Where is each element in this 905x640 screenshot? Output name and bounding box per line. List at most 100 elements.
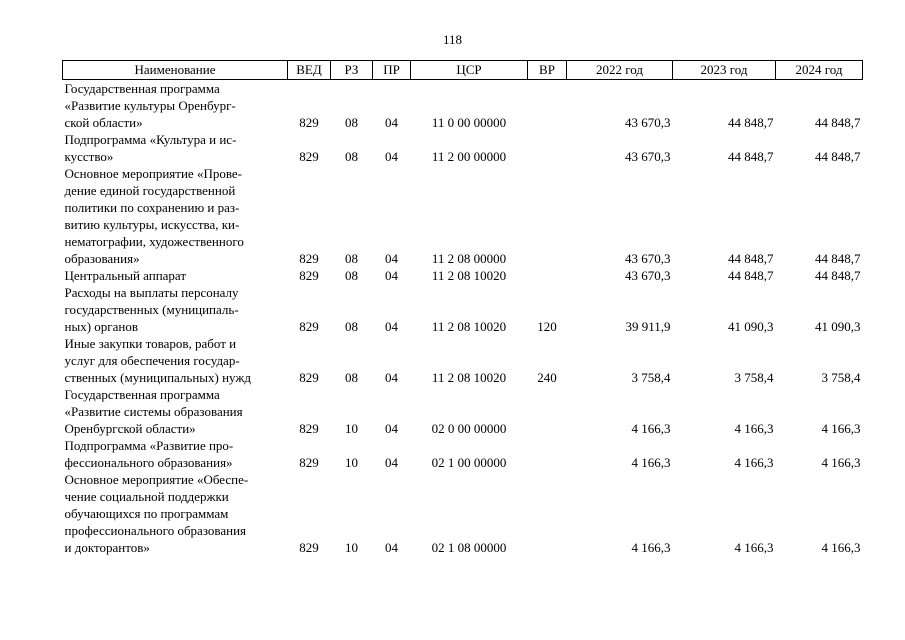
cell-csr: 11 2 08 10020 bbox=[431, 370, 507, 385]
cell-y2022: 43 670,3 bbox=[625, 115, 671, 130]
header-vr: ВР bbox=[527, 60, 567, 80]
cell-ved: 829 bbox=[299, 149, 319, 164]
cell-y2024: 3 758,4 bbox=[821, 370, 861, 385]
table-row: Государственная программа «Развитие куль… bbox=[63, 80, 863, 132]
table-row: Основное мероприятие «Обеспе- чение соци… bbox=[63, 471, 863, 556]
cell-name: Государственная программа «Развитие куль… bbox=[64, 81, 236, 130]
cell-ved: 829 bbox=[299, 370, 319, 385]
cell-y2023: 44 848,7 bbox=[728, 115, 774, 130]
cell-ved: 829 bbox=[299, 540, 319, 555]
cell-rz: 08 bbox=[345, 370, 358, 385]
header-2024: 2024 год bbox=[775, 60, 863, 80]
cell-name: Основное мероприятие «Прове- дение едино… bbox=[64, 166, 244, 266]
table-header-row: Наименование ВЕД РЗ ПР ЦСР ВР 2022 год 2… bbox=[62, 60, 863, 80]
table-body: Государственная программа «Развитие куль… bbox=[63, 80, 863, 557]
cell-rz: 08 bbox=[345, 319, 358, 334]
cell-ved: 829 bbox=[299, 421, 319, 436]
cell-pr: 04 bbox=[385, 115, 398, 130]
cell-ved: 829 bbox=[299, 319, 319, 334]
cell-pr: 04 bbox=[385, 268, 398, 283]
cell-ved: 829 bbox=[299, 251, 319, 266]
cell-name: Основное мероприятие «Обеспе- чение соци… bbox=[64, 472, 249, 555]
cell-vr bbox=[528, 267, 567, 284]
table-header: Наименование ВЕД РЗ ПР ЦСР ВР 2022 год 2… bbox=[62, 60, 863, 80]
cell-rz: 08 bbox=[345, 268, 358, 283]
header-rz: РЗ bbox=[330, 60, 373, 80]
header-2022: 2022 год bbox=[566, 60, 673, 80]
cell-vr bbox=[528, 386, 567, 437]
cell-csr: 02 1 00 00000 bbox=[431, 455, 507, 470]
header-ved: ВЕД bbox=[287, 60, 331, 80]
cell-name: Расходы на выплаты персоналу государстве… bbox=[64, 285, 239, 334]
cell-pr: 04 bbox=[385, 421, 398, 436]
cell-y2023: 44 848,7 bbox=[728, 251, 774, 266]
cell-pr: 04 bbox=[385, 455, 398, 470]
cell-pr: 04 bbox=[385, 319, 398, 334]
table-row: Подпрограмма «Развитие про- фессионально… bbox=[63, 437, 863, 471]
cell-y2024: 41 090,3 bbox=[815, 319, 861, 334]
cell-y2022: 3 758,4 bbox=[631, 370, 671, 385]
budget-table: Наименование ВЕД РЗ ПР ЦСР ВР 2022 год 2… bbox=[62, 60, 863, 556]
cell-name: Подпрограмма «Развитие про- фессионально… bbox=[64, 438, 234, 470]
cell-pr: 04 bbox=[385, 370, 398, 385]
cell-name: Центральный аппарат bbox=[64, 268, 187, 283]
cell-csr: 11 2 00 00000 bbox=[431, 149, 507, 164]
table-row: Подпрограмма «Культура и ис- кусство» 829… bbox=[63, 131, 863, 165]
cell-y2024: 4 166,3 bbox=[821, 540, 861, 555]
cell-vr: 240 bbox=[537, 370, 557, 385]
cell-name: Государственная программа «Развитие сист… bbox=[64, 387, 243, 436]
cell-y2022: 39 911,9 bbox=[625, 319, 671, 334]
cell-rz: 08 bbox=[345, 251, 358, 266]
cell-y2023: 4 166,3 bbox=[734, 540, 774, 555]
cell-y2022: 43 670,3 bbox=[625, 251, 671, 266]
cell-y2023: 44 848,7 bbox=[728, 149, 774, 164]
table-row: Основное мероприятие «Прове- дение едино… bbox=[63, 165, 863, 267]
cell-y2022: 43 670,3 bbox=[625, 149, 671, 164]
cell-y2023: 4 166,3 bbox=[734, 421, 774, 436]
cell-y2024: 44 848,7 bbox=[815, 149, 861, 164]
cell-y2022: 4 166,3 bbox=[631, 421, 671, 436]
header-pr: ПР bbox=[372, 60, 411, 80]
cell-y2022: 4 166,3 bbox=[631, 455, 671, 470]
table-row: Расходы на выплаты персоналу государстве… bbox=[63, 284, 863, 335]
cell-rz: 10 bbox=[345, 540, 358, 555]
cell-ved: 829 bbox=[299, 268, 319, 283]
cell-name: Подпрограмма «Культура и ис- кусство» bbox=[64, 132, 237, 164]
cell-y2024: 4 166,3 bbox=[821, 421, 861, 436]
cell-csr: 11 2 08 10020 bbox=[431, 268, 507, 283]
cell-rz: 10 bbox=[345, 421, 358, 436]
cell-y2023: 4 166,3 bbox=[734, 455, 774, 470]
cell-rz: 10 bbox=[345, 455, 358, 470]
header-csr: ЦСР bbox=[410, 60, 528, 80]
cell-vr: 120 bbox=[537, 319, 557, 334]
cell-y2022: 4 166,3 bbox=[631, 540, 671, 555]
cell-rz: 08 bbox=[345, 115, 358, 130]
header-name: Наименование bbox=[62, 60, 288, 80]
cell-y2023: 3 758,4 bbox=[734, 370, 774, 385]
cell-pr: 04 bbox=[385, 251, 398, 266]
page-number: 118 bbox=[442, 32, 463, 47]
cell-vr bbox=[528, 471, 567, 556]
cell-pr: 04 bbox=[385, 149, 398, 164]
cell-ved: 829 bbox=[299, 455, 319, 470]
table-row: Иные закупки товаров, работ и услуг для … bbox=[63, 335, 863, 386]
cell-name: Иные закупки товаров, работ и услуг для … bbox=[64, 336, 251, 385]
header-2023: 2023 год bbox=[672, 60, 776, 80]
cell-y2022: 43 670,3 bbox=[625, 268, 671, 283]
cell-pr: 04 bbox=[385, 540, 398, 555]
cell-y2024: 44 848,7 bbox=[815, 115, 861, 130]
cell-rz: 08 bbox=[345, 149, 358, 164]
cell-vr bbox=[528, 165, 567, 267]
cell-y2023: 41 090,3 bbox=[728, 319, 774, 334]
cell-csr: 11 2 08 00000 bbox=[431, 251, 507, 266]
table-row: Центральный аппарат 829 08 04 11 2 08 10020 4… bbox=[63, 267, 863, 284]
cell-vr bbox=[528, 437, 567, 471]
cell-csr: 02 1 08 00000 bbox=[431, 540, 507, 555]
cell-y2023: 44 848,7 bbox=[728, 268, 774, 283]
cell-y2024: 44 848,7 bbox=[815, 268, 861, 283]
cell-csr: 11 0 00 00000 bbox=[431, 115, 507, 130]
cell-csr: 02 0 00 00000 bbox=[431, 421, 507, 436]
cell-ved: 829 bbox=[299, 115, 319, 130]
cell-csr: 11 2 08 10020 bbox=[431, 319, 507, 334]
